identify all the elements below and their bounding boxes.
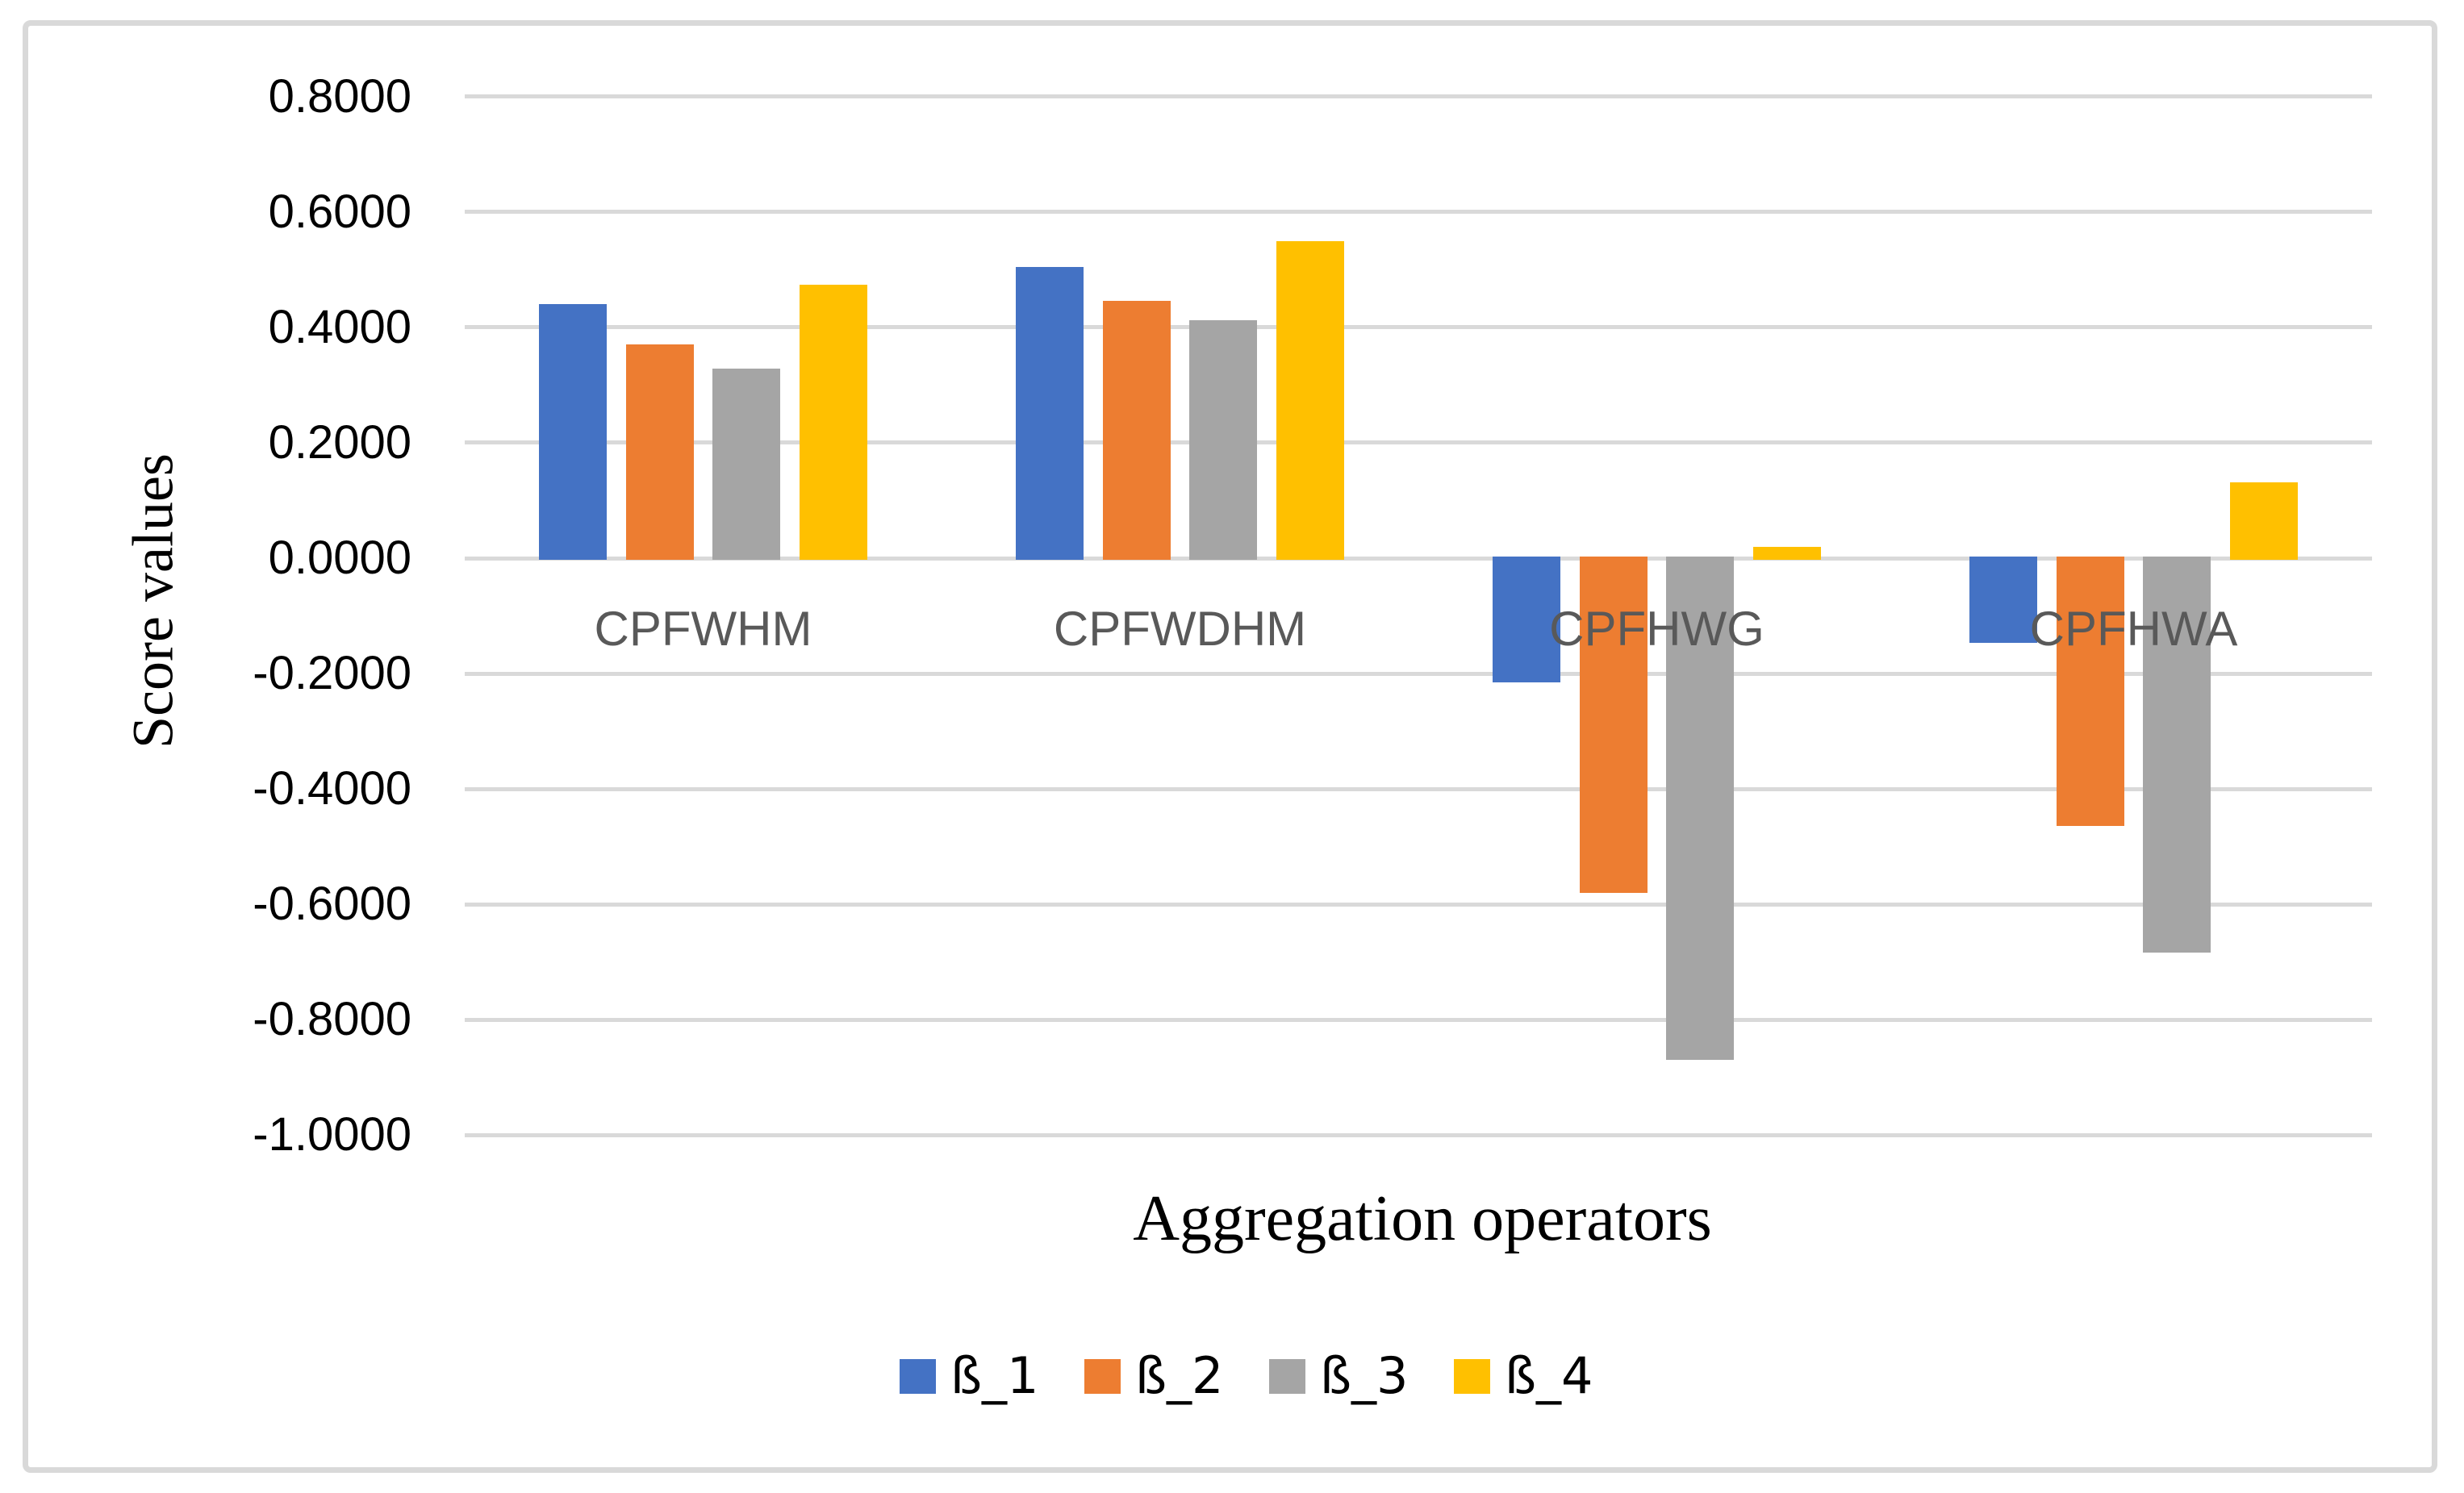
bar-ß_2-CPFHWA bbox=[2056, 557, 2124, 826]
bar-ß_3-CPFWDHM bbox=[1189, 320, 1258, 560]
bar-ß_3-CPFHWG bbox=[1666, 557, 1735, 1061]
gridline-y-0.6000 bbox=[465, 210, 2372, 215]
gridline-y-0.4000 bbox=[465, 325, 2372, 330]
bar-ß_1-CPFWHM bbox=[539, 303, 608, 560]
y-tick-label: 0.2000 bbox=[268, 415, 411, 469]
legend-label: ß_2 bbox=[1135, 1346, 1224, 1405]
gridline-y-0.0000 bbox=[465, 556, 2372, 561]
category-label-CPFWDHM: CPFWDHM bbox=[1053, 602, 1307, 656]
category-label-CPFHWA: CPFHWA bbox=[2029, 602, 2238, 656]
legend-label: ß_4 bbox=[1505, 1346, 1593, 1405]
x-axis-title: Aggregation operators bbox=[1133, 1183, 1712, 1254]
legend-swatch-icon bbox=[1269, 1358, 1305, 1394]
bar-ß_4-CPFWDHM bbox=[1276, 241, 1344, 560]
bar-ß_4-CPFHWG bbox=[1752, 546, 1821, 560]
bar-ß_1-CPFHWG bbox=[1493, 557, 1561, 682]
category-label-CPFHWG: CPFHWG bbox=[1549, 602, 1764, 656]
category-label-CPFWHM: CPFWHM bbox=[594, 602, 812, 656]
gridline-y-0.8000 bbox=[465, 94, 2372, 99]
gridline-y-0.2000 bbox=[465, 440, 2372, 445]
legend-swatch-icon bbox=[1454, 1358, 1490, 1394]
gridline-y--0.4000 bbox=[465, 786, 2372, 791]
gridline-y--0.6000 bbox=[465, 902, 2372, 907]
bar-ß_1-CPFHWA bbox=[1969, 557, 2038, 644]
legend-item-ß_2: ß_2 bbox=[1084, 1351, 1224, 1401]
bar-ß_3-CPFHWA bbox=[2143, 557, 2211, 953]
legend-swatch-icon bbox=[1084, 1358, 1121, 1394]
y-tick-label: -0.2000 bbox=[253, 647, 411, 700]
bar-ß_4-CPFWHM bbox=[799, 284, 867, 560]
y-tick-label: -0.6000 bbox=[253, 878, 411, 931]
bar-ß_2-CPFHWG bbox=[1579, 557, 1648, 893]
bar-ß_1-CPFWDHM bbox=[1016, 266, 1084, 560]
legend-item-ß_4: ß_4 bbox=[1454, 1351, 1593, 1401]
bar-ß_2-CPFWDHM bbox=[1102, 300, 1171, 560]
legend-label: ß_3 bbox=[1320, 1346, 1409, 1405]
legend-swatch-icon bbox=[900, 1358, 936, 1394]
bar-ß_3-CPFWHM bbox=[712, 368, 781, 560]
y-tick-label: -0.4000 bbox=[253, 762, 411, 815]
y-tick-label: -1.0000 bbox=[253, 1108, 411, 1161]
y-tick-label: 0.6000 bbox=[268, 185, 411, 238]
legend-item-ß_1: ß_1 bbox=[900, 1351, 1039, 1401]
gridline-y--0.2000 bbox=[465, 671, 2372, 676]
y-tick-label: 0.0000 bbox=[268, 532, 411, 584]
y-tick-label: 0.8000 bbox=[268, 69, 411, 123]
gridline-y--0.8000 bbox=[465, 1017, 2372, 1022]
bar-ß_2-CPFWHM bbox=[625, 344, 694, 560]
y-tick-label: -0.8000 bbox=[253, 993, 411, 1046]
legend-label: ß_1 bbox=[950, 1346, 1039, 1405]
y-axis-title: Score values bbox=[120, 453, 186, 749]
gridline-y--1.0000 bbox=[465, 1132, 2372, 1137]
y-tick-label: 0.4000 bbox=[268, 300, 411, 353]
bar-ß_4-CPFHWA bbox=[2229, 482, 2298, 560]
legend-item-ß_3: ß_3 bbox=[1269, 1351, 1409, 1401]
